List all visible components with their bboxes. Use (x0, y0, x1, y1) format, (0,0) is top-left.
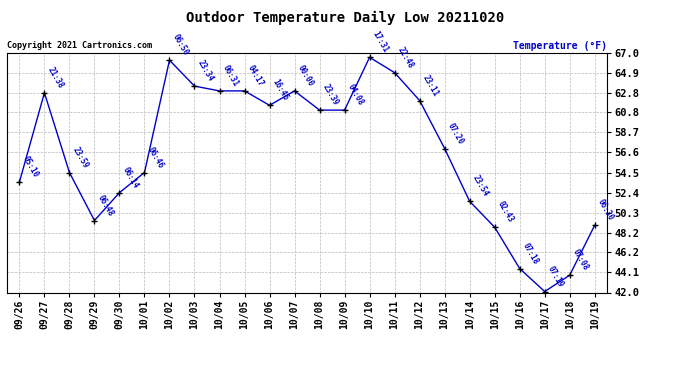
Text: 06:48: 06:48 (96, 193, 115, 218)
Text: 06:31: 06:31 (221, 64, 240, 88)
Text: 22:48: 22:48 (396, 45, 415, 70)
Text: 21:38: 21:38 (46, 66, 65, 90)
Text: 06:50: 06:50 (171, 33, 190, 57)
Text: 00:00: 00:00 (296, 64, 315, 88)
Text: 23:34: 23:34 (196, 59, 215, 83)
Text: 06:46: 06:46 (146, 145, 165, 170)
Text: 05:10: 05:10 (21, 155, 40, 179)
Text: 16:46: 16:46 (271, 78, 290, 102)
Text: Temperature (°F): Temperature (°F) (513, 41, 607, 51)
Text: Outdoor Temperature Daily Low 20211020: Outdoor Temperature Daily Low 20211020 (186, 11, 504, 26)
Text: 07:20: 07:20 (446, 121, 465, 146)
Text: 06:14: 06:14 (121, 165, 140, 190)
Text: 07:08: 07:08 (571, 248, 591, 273)
Text: 02:43: 02:43 (496, 200, 515, 225)
Text: 23:39: 23:39 (321, 83, 340, 107)
Text: 17:31: 17:31 (371, 30, 391, 54)
Text: 23:54: 23:54 (471, 174, 491, 198)
Text: 06:30: 06:30 (596, 198, 615, 222)
Text: 07:19: 07:19 (546, 264, 565, 289)
Text: 04:17: 04:17 (246, 64, 265, 88)
Text: 04:08: 04:08 (346, 83, 365, 107)
Text: 23:11: 23:11 (421, 73, 440, 98)
Text: 07:18: 07:18 (521, 241, 540, 266)
Text: 23:59: 23:59 (71, 145, 90, 170)
Text: Copyright 2021 Cartronics.com: Copyright 2021 Cartronics.com (7, 41, 152, 50)
